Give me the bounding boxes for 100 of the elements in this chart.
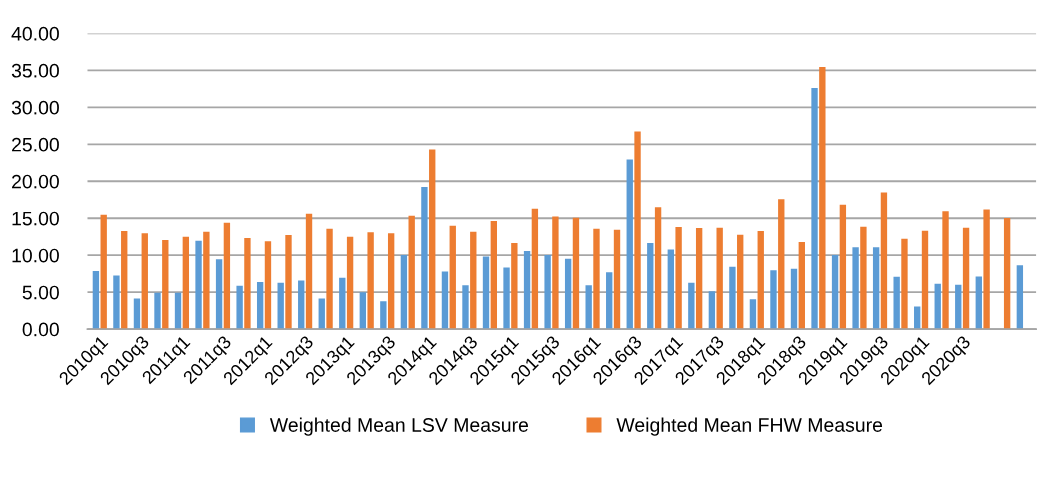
y-tick-label: 5.00	[22, 285, 59, 300]
bar	[236, 285, 243, 330]
bar	[408, 215, 415, 330]
bar	[675, 227, 682, 330]
bar	[737, 234, 744, 330]
bar	[893, 276, 900, 330]
bar	[729, 266, 736, 330]
bar	[400, 254, 408, 330]
bar	[92, 271, 100, 330]
bar	[531, 208, 539, 330]
bar	[564, 258, 572, 330]
bar	[100, 214, 107, 330]
bar	[552, 216, 559, 330]
bar	[421, 186, 428, 330]
bar	[819, 66, 826, 330]
bar	[326, 228, 333, 330]
bar	[983, 209, 990, 330]
bar	[223, 222, 231, 330]
bar	[839, 204, 847, 330]
bar	[934, 283, 941, 330]
bar	[872, 247, 880, 330]
bar	[695, 227, 703, 330]
bar	[305, 213, 313, 330]
bar	[441, 271, 449, 330]
bar	[470, 231, 477, 330]
bar	[367, 232, 374, 330]
bar	[942, 211, 949, 330]
bar	[1003, 218, 1011, 330]
bar	[572, 217, 580, 330]
bar	[174, 292, 182, 330]
bar	[133, 298, 141, 330]
bar	[256, 282, 264, 330]
bar	[162, 239, 169, 330]
bar	[318, 298, 325, 330]
bar	[387, 233, 395, 330]
bar	[790, 268, 798, 330]
bar	[449, 225, 456, 330]
bar	[634, 131, 641, 330]
bar	[860, 226, 867, 330]
bar	[880, 192, 888, 330]
bar	[585, 285, 592, 330]
legend-label: Weighted Mean FHW Measure	[616, 417, 883, 436]
bar	[490, 221, 497, 330]
y-tick-label: 35.00	[11, 63, 59, 78]
y-tick-label: 20.00	[12, 174, 59, 189]
bar	[1016, 265, 1024, 330]
bar	[749, 299, 757, 330]
bar	[901, 238, 908, 330]
bar	[798, 241, 805, 330]
bar	[708, 291, 716, 330]
bar	[778, 199, 785, 330]
bar	[955, 284, 962, 330]
bar	[482, 256, 490, 330]
bar	[606, 272, 613, 330]
bar	[770, 270, 777, 330]
bar	[757, 231, 764, 330]
bar	[339, 277, 346, 330]
bar	[298, 280, 305, 330]
y-tick-label: 10.00	[12, 248, 59, 263]
bar	[811, 88, 818, 330]
bar	[346, 236, 354, 330]
bar	[264, 241, 272, 330]
bar	[380, 301, 387, 330]
bar	[285, 234, 292, 330]
y-tick-label: 25.00	[12, 137, 59, 152]
bar	[667, 249, 674, 330]
y-tick-label: 30.00	[11, 100, 59, 115]
bar	[626, 159, 633, 330]
bar	[113, 275, 120, 330]
bar	[523, 250, 531, 330]
bar	[121, 231, 128, 330]
bar	[921, 230, 929, 330]
bar	[544, 254, 551, 330]
bar	[462, 285, 469, 330]
bar	[852, 247, 859, 330]
bar	[688, 282, 695, 330]
bar	[975, 276, 982, 330]
bar	[503, 267, 510, 330]
bar	[154, 292, 161, 330]
y-tick-label: 40.00	[11, 26, 59, 41]
bar	[654, 207, 662, 330]
bar	[359, 292, 366, 330]
bar	[215, 259, 223, 330]
y-tick-label: 15.00	[12, 211, 59, 226]
bar	[511, 242, 518, 330]
bar	[182, 236, 190, 330]
bar	[613, 229, 621, 330]
bar	[647, 242, 654, 330]
bar	[195, 240, 202, 330]
bar	[244, 237, 251, 330]
bar	[962, 227, 970, 330]
legend-label: Weighted Mean LSV Measure	[269, 417, 529, 436]
bar	[593, 228, 600, 330]
bar	[141, 233, 148, 330]
bar	[716, 227, 723, 330]
bar	[203, 231, 210, 330]
bar	[429, 149, 436, 330]
bar	[831, 254, 839, 330]
y-tick-label: 0.00	[22, 322, 59, 337]
bar	[277, 282, 284, 330]
